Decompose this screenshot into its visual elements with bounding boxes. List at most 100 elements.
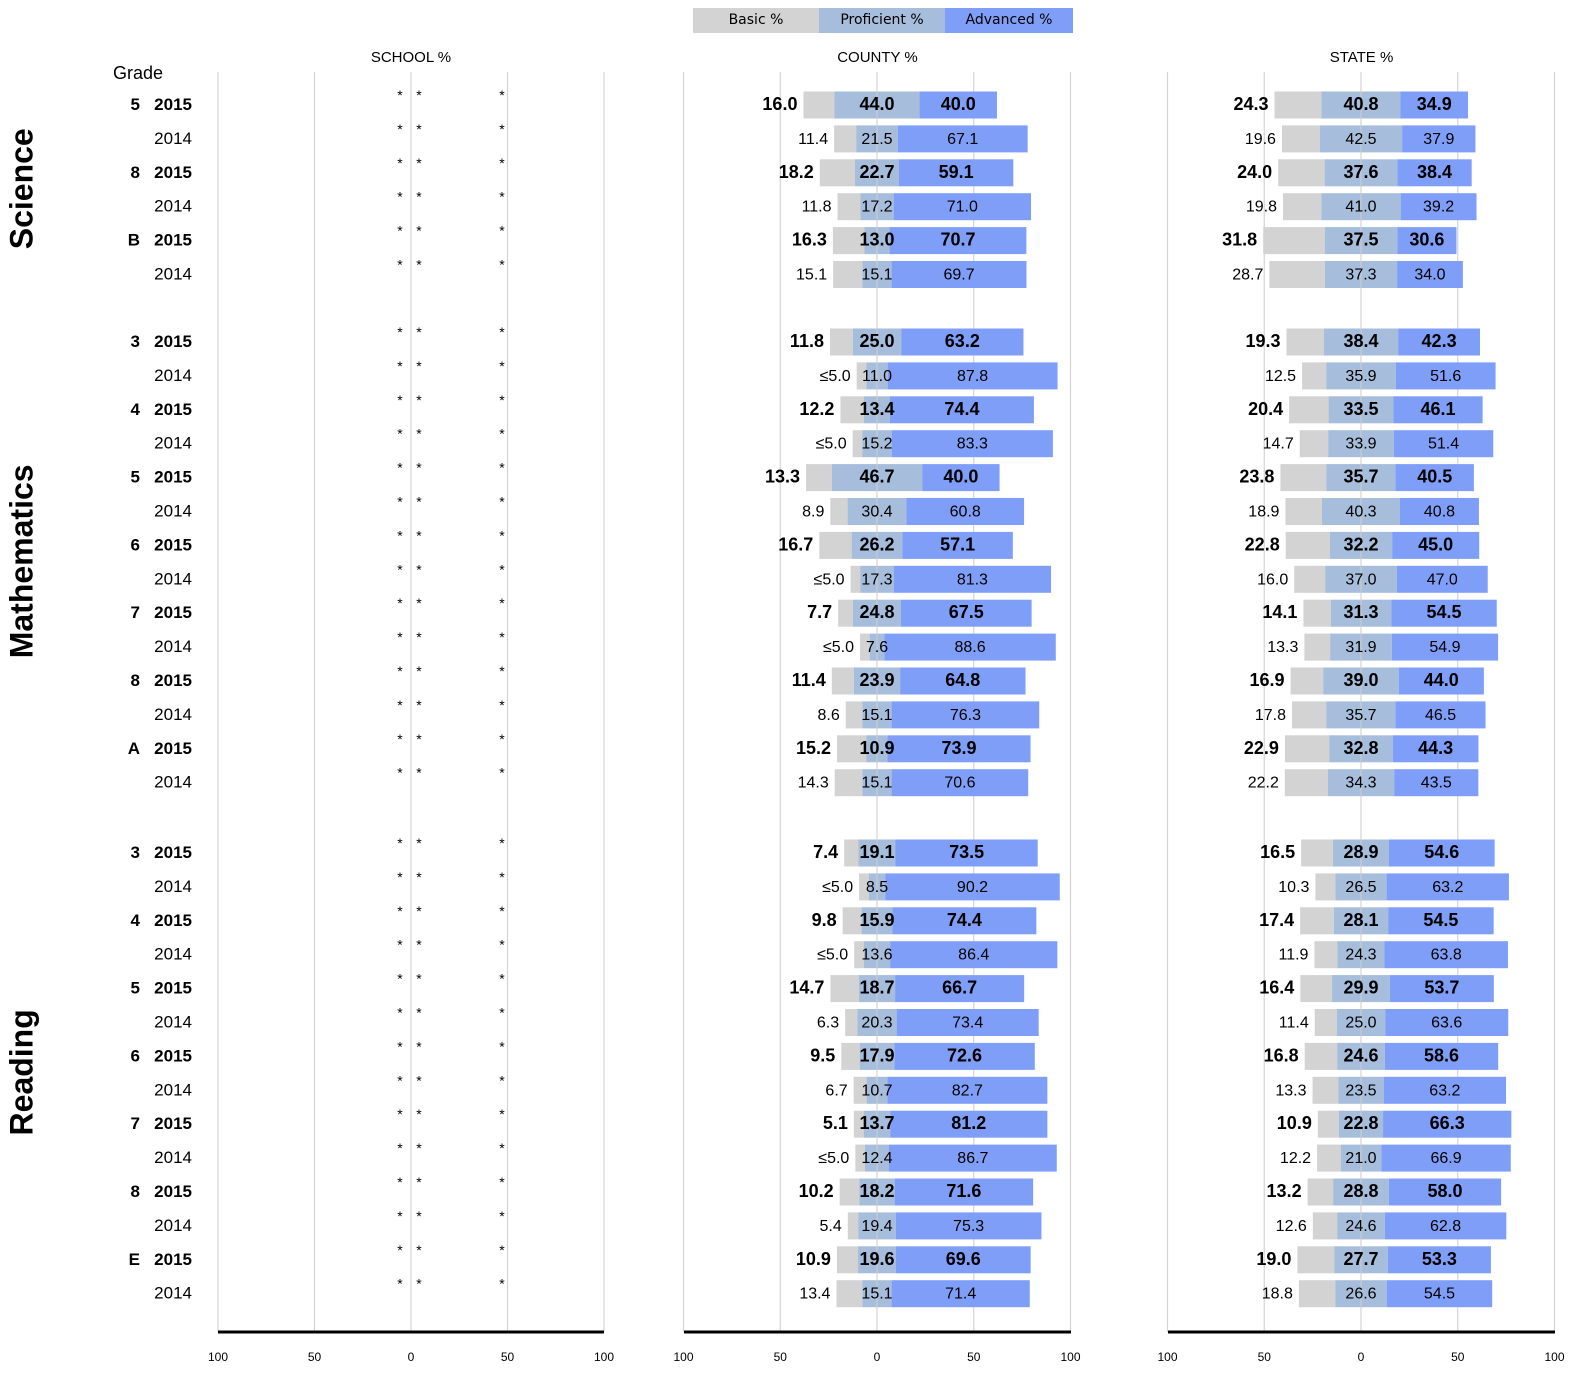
data-label-proficient: 15.9 <box>859 910 894 930</box>
year-label: 2015 <box>154 739 192 758</box>
data-label-basic: 11.4 <box>798 131 828 148</box>
data-label-basic: ≤5.0 <box>816 436 847 453</box>
data-label-basic: ≤5.0 <box>817 947 848 964</box>
data-label-proficient: 26.2 <box>859 534 894 554</box>
bar-basic <box>1299 430 1329 458</box>
grade-label: 6 <box>131 1046 140 1065</box>
data-label-basic: 19.3 <box>1245 331 1280 351</box>
suppressed-mark: * <box>416 494 422 510</box>
data-label-advanced: 69.6 <box>946 1249 981 1269</box>
data-label-advanced: 63.2 <box>1429 1082 1460 1099</box>
tick-label: 50 <box>774 1350 788 1364</box>
data-label-advanced: 37.9 <box>1423 131 1454 148</box>
data-label-proficient: 19.6 <box>859 1249 894 1269</box>
data-label-basic: 16.7 <box>778 534 813 554</box>
grade-label: 7 <box>131 603 140 622</box>
data-label-advanced: 64.8 <box>945 670 980 690</box>
subject-label: Mathematics <box>3 464 39 658</box>
suppressed-mark: * <box>416 121 422 137</box>
data-label-advanced: 46.5 <box>1425 707 1456 724</box>
bar-advanced <box>1389 975 1494 1003</box>
data-label-proficient: 37.0 <box>1345 571 1376 588</box>
data-label-advanced: 74.4 <box>947 910 982 930</box>
data-label-basic: 12.5 <box>1265 368 1296 385</box>
bar-basic <box>853 1110 864 1138</box>
data-label-basic: 16.3 <box>792 230 827 250</box>
data-label-proficient: 23.5 <box>1345 1082 1376 1099</box>
bar-basic <box>1289 396 1329 424</box>
bar-advanced <box>888 1144 1057 1172</box>
bar-basic <box>859 873 869 901</box>
tick-label: 100 <box>594 1350 614 1364</box>
bar-basic <box>1315 873 1336 901</box>
legend-proficient: Proficient % <box>819 8 945 33</box>
data-label-basic: 10.3 <box>1278 879 1309 896</box>
suppressed-mark: * <box>499 324 505 340</box>
data-label-advanced: 40.8 <box>1424 504 1455 521</box>
bar-basic <box>1317 1144 1341 1172</box>
suppressed-mark: * <box>397 121 403 137</box>
suppressed-mark: * <box>397 937 403 953</box>
bar-advanced <box>1388 907 1494 935</box>
tick-label: 50 <box>1258 1350 1272 1364</box>
data-label-basic: 5.4 <box>820 1218 842 1235</box>
bar-advanced <box>890 941 1058 969</box>
bar-advanced <box>906 498 1025 525</box>
data-label-basic: 16.9 <box>1250 670 1285 690</box>
bar-advanced <box>1383 1076 1507 1104</box>
data-label-basic: 24.3 <box>1233 94 1268 114</box>
bar-basic <box>856 362 867 390</box>
suppressed-mark: * <box>416 1106 422 1122</box>
data-label-proficient: 20.3 <box>861 1015 892 1032</box>
data-label-proficient: 28.1 <box>1343 910 1378 930</box>
bar-basic <box>837 735 867 763</box>
data-label-basic: 31.8 <box>1222 230 1257 250</box>
suppressed-mark: * <box>499 392 505 408</box>
data-label-proficient: 15.1 <box>861 775 892 792</box>
suppressed-mark: * <box>416 460 422 476</box>
suppressed-mark: * <box>499 1005 505 1021</box>
data-label-advanced: 54.5 <box>1423 910 1458 930</box>
bar-basic <box>1298 1280 1336 1308</box>
suppressed-mark: * <box>416 527 422 543</box>
suppressed-mark: * <box>416 189 422 205</box>
suppressed-mark: * <box>397 835 403 851</box>
suppressed-mark: * <box>397 223 403 239</box>
data-label-basic: 12.2 <box>1280 1150 1311 1167</box>
data-label-advanced: 83.3 <box>957 436 988 453</box>
bar-basic <box>847 1212 859 1240</box>
suppressed-mark: * <box>416 835 422 851</box>
suppressed-mark: * <box>416 358 422 374</box>
data-label-basic: 5.1 <box>823 1113 848 1133</box>
data-label-proficient: 25.0 <box>1345 1015 1376 1032</box>
bar-advanced <box>889 227 1027 255</box>
suppressed-mark: * <box>416 223 422 239</box>
bar-basic <box>838 599 854 627</box>
data-label-advanced: 62.8 <box>1430 1218 1461 1235</box>
subject-label: Reading <box>3 1009 39 1135</box>
bar-basic <box>1269 261 1325 288</box>
bar-advanced <box>1395 701 1486 729</box>
data-label-proficient: 24.3 <box>1345 947 1376 964</box>
bar-basic <box>1300 907 1334 935</box>
data-label-advanced: 73.5 <box>949 842 984 862</box>
bar-basic <box>837 193 861 221</box>
data-label-advanced: 53.3 <box>1422 1249 1457 1269</box>
bar-advanced <box>895 1246 1031 1274</box>
grade-label: 3 <box>131 843 140 862</box>
bar-basic <box>1284 735 1330 763</box>
bar-basic <box>803 91 835 119</box>
panel-title: COUNTY % <box>837 49 918 66</box>
data-label-basic: 11.8 <box>802 199 832 216</box>
bar-advanced <box>1391 633 1499 661</box>
bar-advanced <box>1395 464 1474 492</box>
suppressed-mark: * <box>397 1072 403 1088</box>
data-label-advanced: 73.4 <box>952 1015 983 1032</box>
bar-advanced <box>895 975 1025 1003</box>
suppressed-mark: * <box>397 561 403 577</box>
suppressed-mark: * <box>499 1174 505 1190</box>
data-label-proficient: 10.7 <box>861 1082 892 1099</box>
suppressed-mark: * <box>416 1208 422 1224</box>
tick-label: 100 <box>1544 1350 1564 1364</box>
data-label-advanced: 81.2 <box>951 1113 986 1133</box>
